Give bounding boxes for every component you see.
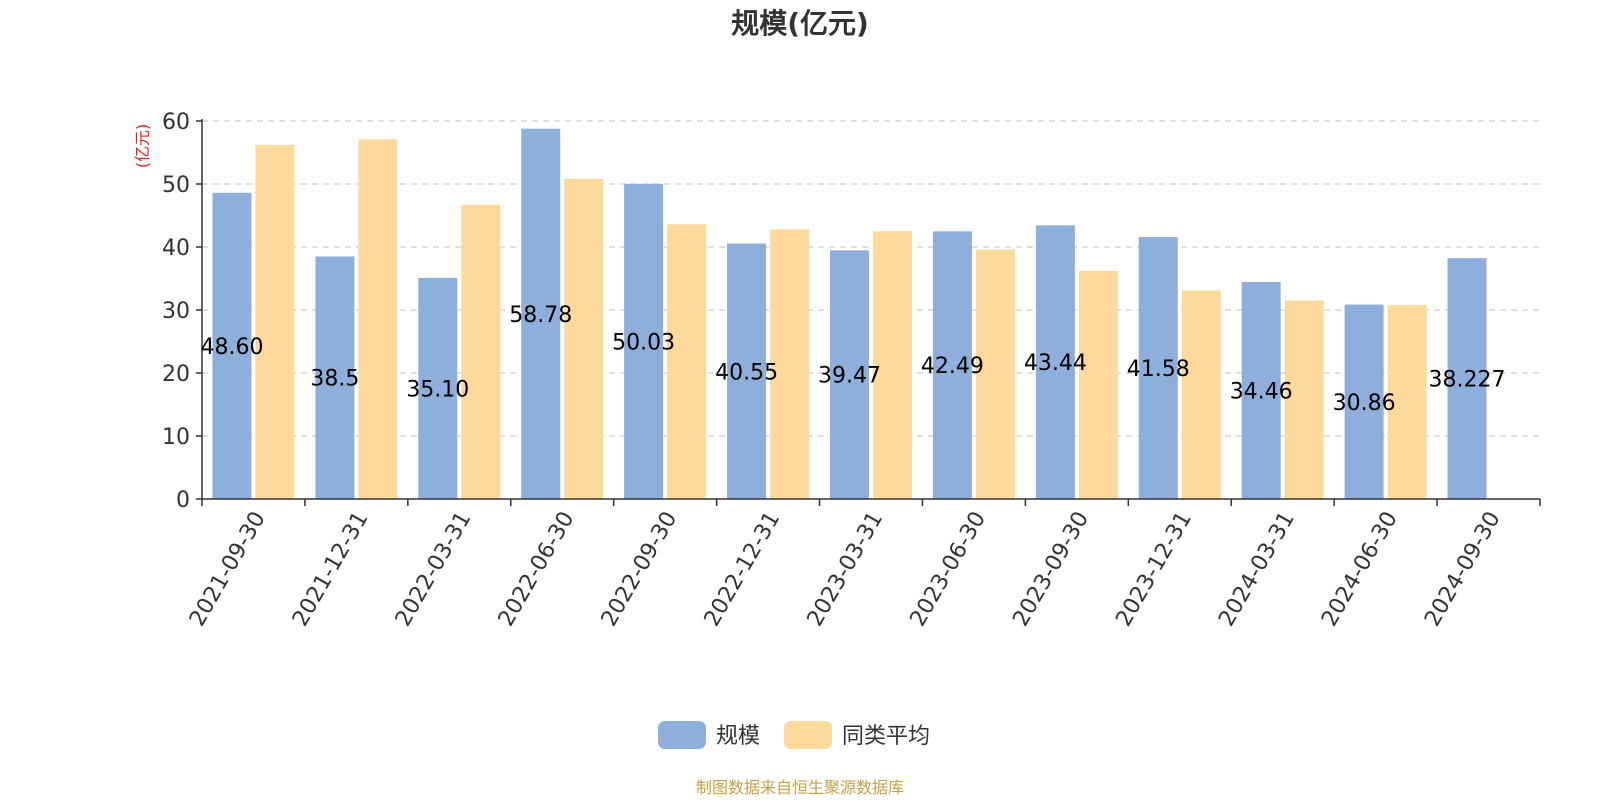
y-tick-label: 20 [162,362,190,387]
bars [212,128,1487,500]
bar-scale [1138,237,1178,499]
bar-peer-average [1078,270,1118,499]
data-label: 48.60 [200,335,263,360]
data-label: 34.46 [1230,379,1293,404]
bar-scale [1241,281,1281,499]
bar-scale [932,231,972,500]
data-label: 58.78 [509,303,572,328]
x-tick-label: 2024-09-30 [1420,508,1506,631]
bar-peer-average [667,224,707,499]
grid [202,120,1540,437]
x-tick-label: 2023-12-31 [1111,508,1197,631]
data-label: 41.58 [1127,357,1190,382]
data-label: 42.49 [921,354,984,379]
bar-scale [830,250,869,499]
data-label: 39.47 [818,364,881,389]
legend-item-scale[interactable]: 规模 [658,721,760,749]
x-tick-label: 2023-06-30 [906,508,992,631]
bar-scale [1344,304,1384,499]
data-label: 40.55 [715,360,778,385]
bar-peer-average [873,231,912,499]
y-tick-label: 10 [162,425,190,450]
data-label: 38.227 [1429,368,1506,393]
bar-peer-average [461,204,501,500]
x-tick-label: 2022-09-30 [597,508,683,631]
x-tick-label: 2023-09-30 [1008,508,1094,631]
x-tick-label: 2024-03-31 [1214,508,1300,631]
x-tick-label: 2022-06-30 [494,508,580,631]
x-tick-label: 2024-06-30 [1317,508,1403,631]
legend-item-peer-average[interactable]: 同类平均 [784,721,930,749]
bar-peer-average [564,178,604,499]
legend-label: 同类平均 [842,724,930,749]
bar-scale [727,243,767,499]
bar-scale [1035,225,1075,499]
x-tick-label: 2021-12-31 [288,508,374,631]
data-label: 35.10 [406,377,469,402]
y-tick-label: 0 [176,488,190,513]
bar-scale [418,277,458,499]
bar-peer-average [1387,304,1427,499]
y-tick-label: 40 [162,236,190,261]
y-tick-label: 30 [162,299,190,324]
y-tick-label: 60 [162,110,190,135]
bar-peer-average [1284,300,1324,499]
bar-scale [624,183,664,499]
bar-peer-average [770,229,810,500]
bar-scale [212,192,252,499]
legend-label: 规模 [716,724,760,749]
bar-peer-average [975,249,1015,499]
x-tick-label: 2022-12-31 [700,508,786,631]
data-label: 50.03 [612,330,675,355]
data-label: 43.44 [1024,351,1087,376]
legend[interactable]: 规模 同类平均 [658,721,930,749]
source-note: 制图数据来自恒生聚源数据库 [696,778,904,797]
bar-peer-average [1181,290,1221,499]
y-axis-unit: (亿元) [133,124,152,169]
data-label: 30.86 [1333,391,1396,416]
data-labels: 48.60 38.5 35.10 58.78 50.03 40.55 39.47 42.49 4… [200,303,1505,416]
x-tick-label: 2022-03-31 [391,508,477,631]
y-tick-label: 50 [162,173,190,198]
bar-peer-average [255,144,295,499]
bar-scale [315,256,355,499]
x-tick-label: 2021-09-30 [185,508,271,631]
x-tick-label: 2023-03-31 [803,508,889,631]
chart-title: 规模(亿元) [731,7,869,40]
bar-scale [1447,258,1487,499]
legend-swatch [784,721,832,749]
legend-swatch [658,721,706,749]
bar-scale [521,128,561,499]
bar-peer-average [358,139,398,499]
data-label: 38.5 [310,367,359,392]
